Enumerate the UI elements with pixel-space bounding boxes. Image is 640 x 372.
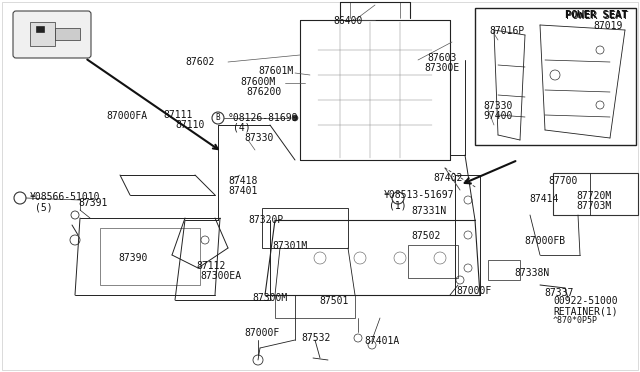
Text: 00922-51000: 00922-51000 xyxy=(553,296,618,306)
Bar xyxy=(100,228,200,285)
Text: 87391: 87391 xyxy=(78,198,108,208)
Text: 87418: 87418 xyxy=(228,176,257,186)
Text: 87390: 87390 xyxy=(118,253,147,263)
Text: °08126-81699: °08126-81699 xyxy=(228,113,298,123)
Text: 87000F: 87000F xyxy=(456,286,492,296)
Text: 87338N: 87338N xyxy=(514,268,549,278)
Text: 87331N: 87331N xyxy=(411,206,446,216)
Text: 87603: 87603 xyxy=(427,53,456,63)
Text: RETAINER(1): RETAINER(1) xyxy=(553,306,618,316)
Text: ^870*0P5P: ^870*0P5P xyxy=(553,316,598,325)
Text: 87720M: 87720M xyxy=(576,191,611,201)
Bar xyxy=(408,245,458,278)
Text: 87703M: 87703M xyxy=(576,201,611,211)
Bar xyxy=(553,173,638,215)
Text: 87401: 87401 xyxy=(228,186,257,196)
Text: 87414: 87414 xyxy=(529,194,558,204)
Text: 87000FB: 87000FB xyxy=(524,236,565,246)
Text: 87016P: 87016P xyxy=(489,26,524,36)
Bar xyxy=(275,295,355,318)
Text: 87502: 87502 xyxy=(411,231,440,241)
Text: 87019: 87019 xyxy=(593,21,622,31)
Text: 87000FA: 87000FA xyxy=(106,111,147,121)
Text: (4): (4) xyxy=(233,123,251,133)
Bar xyxy=(488,260,520,280)
Text: 87602: 87602 xyxy=(186,57,215,67)
Text: (5): (5) xyxy=(35,202,52,212)
Bar xyxy=(30,22,55,46)
Text: POWER SEAT: POWER SEAT xyxy=(565,10,627,20)
Text: ¥08566-51010: ¥08566-51010 xyxy=(30,192,100,202)
Text: 87401A: 87401A xyxy=(364,336,399,346)
Text: 86400: 86400 xyxy=(333,16,363,26)
Text: 87300M: 87300M xyxy=(252,293,287,303)
Text: 87000F: 87000F xyxy=(244,328,279,338)
Text: 87402: 87402 xyxy=(433,173,462,183)
Text: 876200: 876200 xyxy=(247,87,282,97)
Bar xyxy=(262,208,348,248)
Text: 87301M: 87301M xyxy=(272,241,307,251)
Text: POWER SEAT: POWER SEAT xyxy=(566,11,628,21)
Text: 87320P: 87320P xyxy=(248,215,284,225)
Text: 87601M: 87601M xyxy=(259,66,294,76)
Text: (1): (1) xyxy=(389,200,406,210)
Bar xyxy=(475,8,636,145)
Circle shape xyxy=(292,115,298,121)
Text: 87110: 87110 xyxy=(175,120,205,130)
Text: 87337: 87337 xyxy=(544,288,573,298)
Text: 87330: 87330 xyxy=(244,133,273,143)
Text: 97400: 97400 xyxy=(483,111,513,121)
Text: 87330: 87330 xyxy=(483,101,513,111)
Text: 87700: 87700 xyxy=(548,176,578,186)
Text: B: B xyxy=(216,113,220,122)
Text: 87501: 87501 xyxy=(319,296,348,306)
Text: 87111: 87111 xyxy=(164,110,193,120)
Text: 87112: 87112 xyxy=(196,261,225,271)
Text: 87600M: 87600M xyxy=(241,77,276,87)
Text: 87300EA: 87300EA xyxy=(200,271,241,281)
Bar xyxy=(36,26,44,32)
Text: ¥08513-51697: ¥08513-51697 xyxy=(384,190,454,200)
Bar xyxy=(55,28,80,40)
FancyBboxPatch shape xyxy=(13,11,91,58)
Text: 87532: 87532 xyxy=(301,333,330,343)
Text: 87300E: 87300E xyxy=(424,63,460,73)
